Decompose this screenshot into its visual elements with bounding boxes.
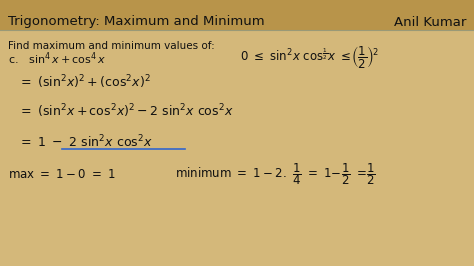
Text: Anil Kumar: Anil Kumar (393, 15, 466, 28)
Text: $=\ \left(\sin^2\!x\right)^2 + \left(\cos^2\!x\right)^2$: $=\ \left(\sin^2\!x\right)^2 + \left(\co… (18, 73, 151, 91)
Text: Find maximum and minimum values of:: Find maximum and minimum values of: (8, 41, 215, 51)
Text: $0\ \leq\ \sin^2\!x\ \cos^{\frac{1}{2}}\!x\ \leq\!\left(\dfrac{1}{2}\right)^{\!2: $0\ \leq\ \sin^2\!x\ \cos^{\frac{1}{2}}\… (240, 44, 379, 70)
Text: $\mathrm{max}\ =\ 1 - 0\ =\ 1$: $\mathrm{max}\ =\ 1 - 0\ =\ 1$ (8, 168, 116, 181)
Text: Trigonometry: Maximum and Minimum: Trigonometry: Maximum and Minimum (8, 15, 264, 28)
Text: $=\ 1\ -\ 2\ \sin^2\!x\ \cos^2\!x$: $=\ 1\ -\ 2\ \sin^2\!x\ \cos^2\!x$ (18, 134, 153, 150)
Text: $=\ \left(\sin^2\!x + \cos^2\!x\right)^2 - 2\ \sin^2\!x\ \cos^2\!x$: $=\ \left(\sin^2\!x + \cos^2\!x\right)^2… (18, 102, 234, 120)
Text: c.   $\sin^4 x + \cos^4 x$: c. $\sin^4 x + \cos^4 x$ (8, 51, 106, 67)
FancyBboxPatch shape (0, 0, 474, 30)
Text: $\mathrm{minimum}\ =\ 1 - 2.\ \dfrac{1}{4}\ =\ 1\!-\!\dfrac{1}{2}\ =\!\dfrac{1}{: $\mathrm{minimum}\ =\ 1 - 2.\ \dfrac{1}{… (175, 161, 376, 187)
